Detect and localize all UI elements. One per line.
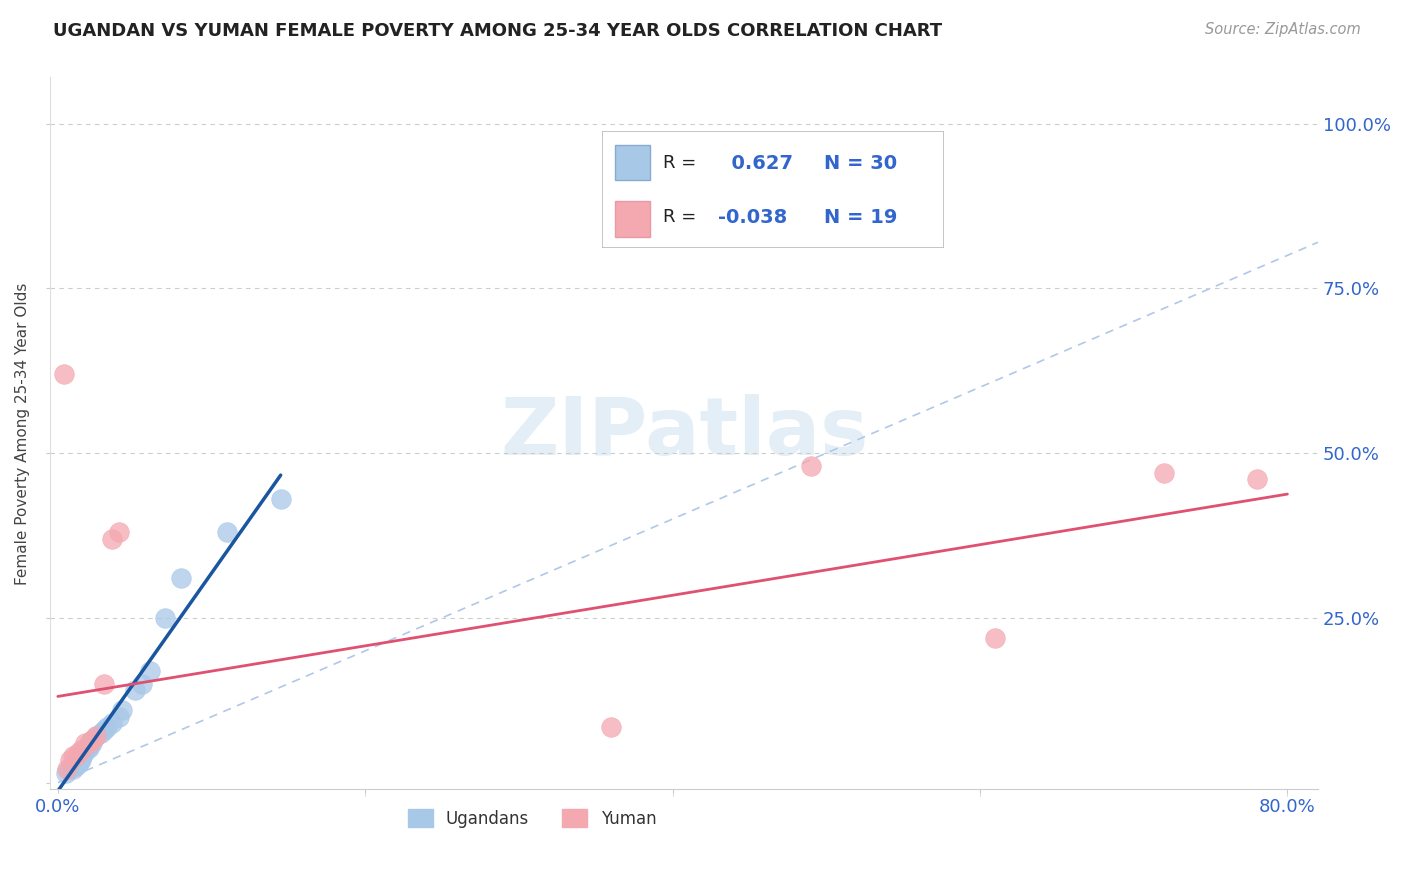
Point <box>1153 466 1175 480</box>
Point <box>80 732 103 747</box>
Point <box>90 726 112 740</box>
Point <box>62 759 84 773</box>
Point <box>72 749 94 764</box>
Point <box>58 763 80 777</box>
Point <box>72 746 94 760</box>
Point <box>70 753 93 767</box>
Point <box>75 742 97 756</box>
Point <box>62 763 84 777</box>
Point <box>67 756 90 770</box>
Point <box>59 753 82 767</box>
Point <box>65 759 87 773</box>
Point <box>66 746 89 760</box>
Point <box>800 459 823 474</box>
Point <box>73 746 96 760</box>
Point <box>84 730 107 744</box>
Point <box>111 703 134 717</box>
Point <box>984 631 1007 645</box>
Point <box>96 720 118 734</box>
Text: UGANDAN VS YUMAN FEMALE POVERTY AMONG 25-34 YEAR OLDS CORRELATION CHART: UGANDAN VS YUMAN FEMALE POVERTY AMONG 25… <box>53 22 942 40</box>
Point <box>155 611 177 625</box>
Point <box>100 716 122 731</box>
Point <box>93 677 115 691</box>
Point <box>139 664 162 678</box>
Point <box>75 736 97 750</box>
Point <box>108 710 131 724</box>
Point <box>108 525 131 540</box>
Point <box>93 723 115 737</box>
Text: ZIPatlas: ZIPatlas <box>501 394 869 473</box>
Point <box>80 736 103 750</box>
Point <box>124 683 146 698</box>
Legend: Ugandans, Yuman: Ugandans, Yuman <box>401 803 664 834</box>
Point <box>55 765 77 780</box>
Point <box>77 736 100 750</box>
Y-axis label: Female Poverty Among 25-34 Year Olds: Female Poverty Among 25-34 Year Olds <box>15 282 30 584</box>
Text: Source: ZipAtlas.com: Source: ZipAtlas.com <box>1205 22 1361 37</box>
Point <box>84 730 107 744</box>
Point <box>1246 473 1268 487</box>
Point <box>270 492 292 507</box>
Point <box>77 741 100 756</box>
Point <box>100 532 122 546</box>
Point <box>70 742 93 756</box>
Point <box>56 763 79 777</box>
Point <box>80 732 103 747</box>
Point <box>131 677 153 691</box>
Point <box>65 749 87 764</box>
Point <box>170 571 193 585</box>
Point <box>66 756 89 770</box>
Point <box>600 720 623 734</box>
Point <box>62 749 84 764</box>
Point <box>215 525 238 540</box>
Point <box>77 739 100 754</box>
Point <box>52 367 75 381</box>
